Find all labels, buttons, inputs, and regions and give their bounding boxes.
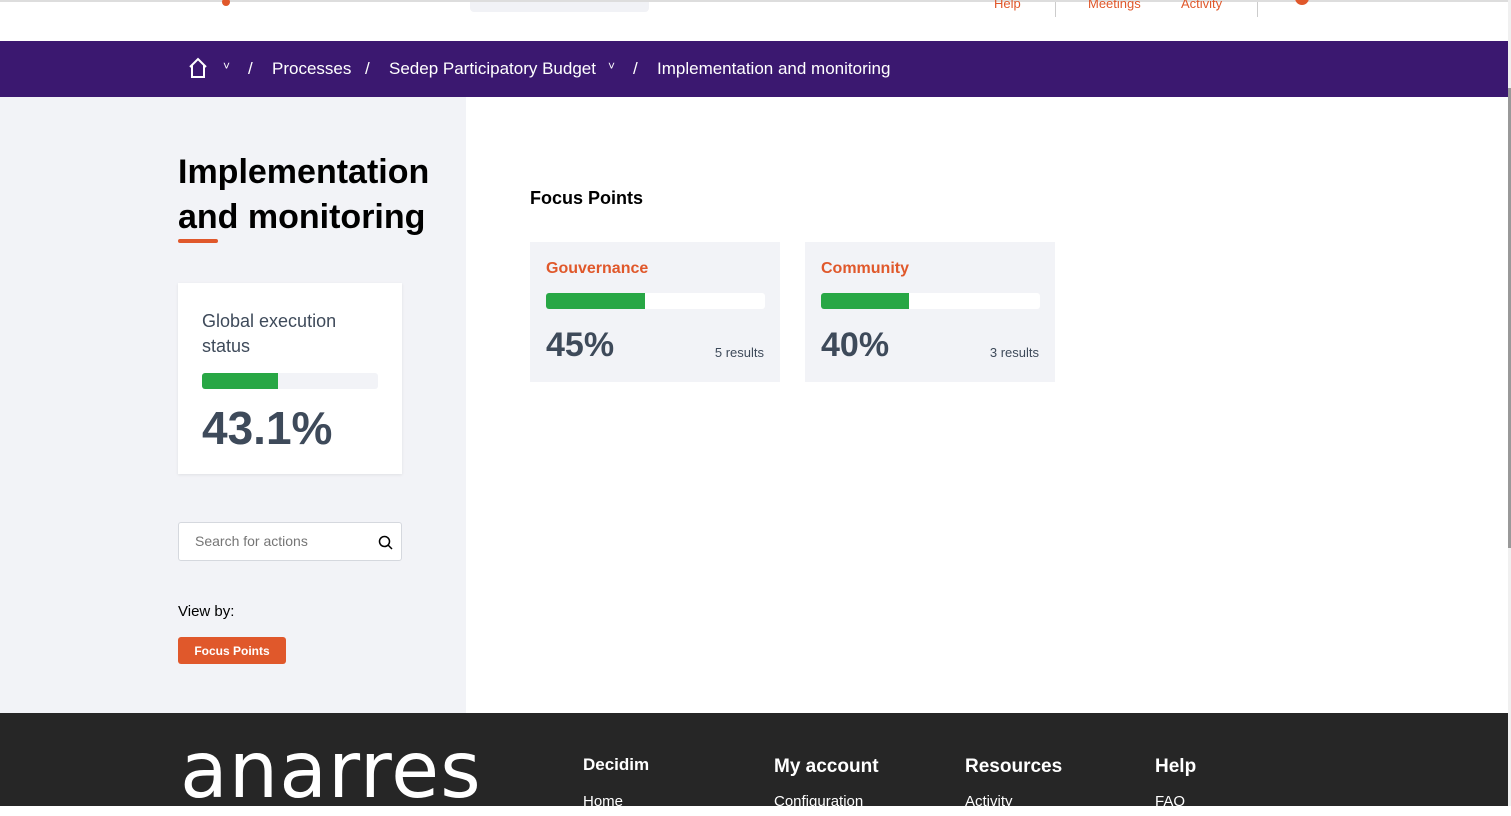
footer-link[interactable]: Home [583, 793, 624, 810]
footer-heading: Resources [965, 756, 1063, 777]
divider [1257, 2, 1258, 17]
search-icon[interactable] [378, 535, 393, 550]
user-avatar[interactable] [1295, 0, 1309, 5]
global-status-value: 43.1% [202, 402, 333, 454]
page-title: Implementation and monitoring [178, 153, 430, 236]
global-status-card: Global execution status 43.1% [178, 283, 402, 474]
focus-points-button[interactable]: Focus Points [178, 637, 286, 664]
progress-bar [546, 293, 765, 309]
focus-points-title: Focus Points [530, 188, 644, 208]
footer-heading: Help [1155, 756, 1197, 777]
meetings-link[interactable]: Meetings [1088, 0, 1141, 11]
footer-logo[interactable]: anarres [180, 726, 482, 816]
separator: / [633, 59, 638, 78]
footer-heading: My account [774, 756, 879, 777]
scrollbar-thumb[interactable] [1508, 88, 1511, 548]
breadcrumb-process[interactable]: Sedep Participatory Budget [389, 59, 596, 78]
top-header: Help Meetings Activity [0, 0, 1508, 41]
activity-link[interactable]: Activity [1181, 0, 1223, 11]
header-search[interactable] [470, 2, 649, 12]
separator: / [365, 59, 370, 78]
footer-link[interactable]: Configuration [774, 793, 864, 810]
title-underline [178, 239, 218, 243]
home-icon[interactable] [187, 57, 209, 84]
breadcrumb-processes[interactable]: Processes [272, 59, 352, 78]
card-results: 5 results [714, 345, 764, 360]
card-title[interactable]: Community [821, 260, 909, 277]
focus-card-gouvernance[interactable]: Gouvernance 45% 5 results [530, 242, 780, 382]
scrollbar[interactable] [1508, 0, 1511, 806]
search-input[interactable] [195, 533, 375, 549]
logo-fragment[interactable] [222, 0, 230, 6]
footer-heading: Decidim [583, 755, 650, 774]
card-results: 3 results [989, 345, 1039, 360]
focus-card-community[interactable]: Community 40% 3 results [805, 242, 1055, 382]
global-status-label: Global execution status [202, 311, 337, 356]
separator: / [248, 59, 253, 78]
view-by-label: View by: [178, 603, 235, 620]
global-progress-bar [202, 373, 378, 389]
progress-bar [821, 293, 1040, 309]
divider [1055, 2, 1056, 17]
footer: anarres Decidim Home My account Configur… [0, 713, 1508, 811]
breadcrumb-current: Implementation and monitoring [657, 59, 891, 78]
search-actions-field[interactable] [178, 522, 402, 561]
breadcrumb: ˅ / Processes / Sedep Participatory Budg… [0, 41, 1508, 97]
card-title[interactable]: Gouvernance [546, 260, 649, 277]
card-percentage: 45% [546, 326, 615, 364]
footer-link[interactable]: FAQ [1155, 793, 1186, 810]
footer-link[interactable]: Activity [965, 793, 1013, 810]
chevron-down-icon[interactable]: ˅ [608, 59, 616, 73]
help-link[interactable]: Help [994, 0, 1021, 11]
card-percentage: 40% [821, 326, 890, 364]
chevron-down-icon[interactable]: ˅ [223, 59, 231, 73]
